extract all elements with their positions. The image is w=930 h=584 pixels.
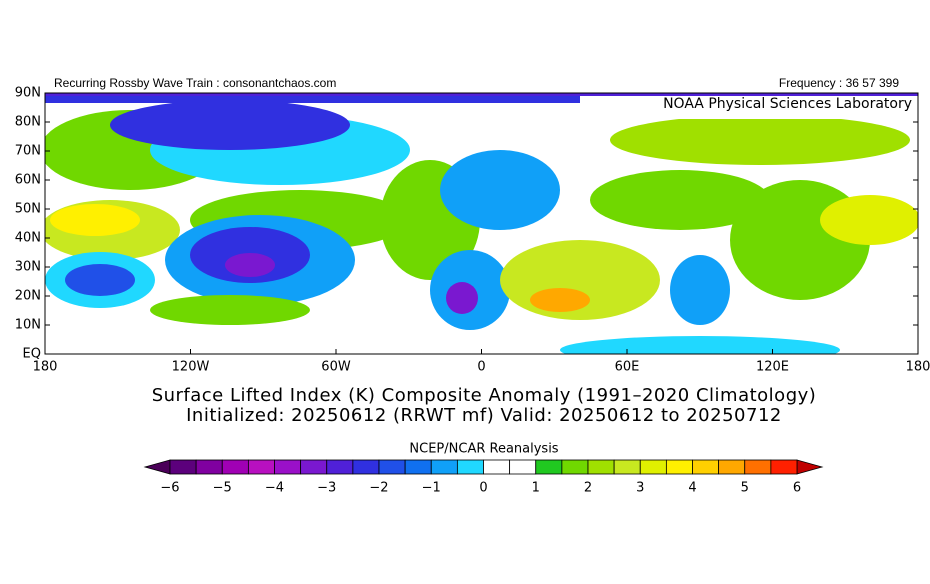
lon-label: 180 — [33, 360, 58, 375]
lon-label: 60E — [615, 360, 640, 375]
colorbar-box — [300, 459, 328, 475]
map-field — [45, 93, 918, 354]
lon-label: 120E — [756, 360, 789, 375]
colorbar-source: NCEP/NCAR Reanalysis — [409, 442, 558, 457]
field-blob — [820, 195, 918, 245]
lat-label: 80N — [15, 115, 41, 130]
colorbar-box — [456, 459, 484, 475]
colorbar-box — [274, 459, 302, 475]
colorbar-box — [509, 459, 537, 475]
field-blob — [446, 282, 478, 314]
colorbar-box — [744, 459, 772, 475]
colorbar-label: 1 — [532, 481, 540, 496]
lat-label: 70N — [15, 144, 41, 159]
field-blob — [225, 253, 275, 277]
colorbar-box — [378, 459, 406, 475]
lat-label: 10N — [15, 318, 41, 333]
lat-label: 90N — [15, 86, 41, 101]
colorbar-box — [326, 459, 354, 475]
title-line-1: Surface Lifted Index (K) Composite Anoma… — [152, 385, 817, 406]
colorbar-box — [665, 459, 693, 475]
lab-label: NOAA Physical Sciences Laboratory — [663, 96, 912, 112]
lat-label: EQ — [23, 347, 41, 362]
lat-label: 30N — [15, 260, 41, 275]
colorbar-box — [535, 459, 563, 475]
colorbar: −6 −5 −4 −3 −2 −1 0 1 2 3 4 5 6 — [143, 459, 824, 496]
colorbar-label: 2 — [584, 481, 592, 496]
colorbar-box — [352, 459, 380, 475]
title-line-2: Initialized: 20250612 (RRWT mf) Valid: 2… — [186, 405, 782, 426]
field-blob — [45, 93, 918, 96]
lon-label: 120W — [172, 360, 210, 375]
field-blob — [110, 100, 350, 150]
colorbar-box — [483, 459, 511, 475]
field-blob — [560, 336, 840, 354]
lon-label: 0 — [477, 360, 485, 375]
colorbar-label: 4 — [688, 481, 696, 496]
header-right: Frequency : 36 57 399 — [779, 76, 899, 90]
colorbar-label: −2 — [369, 481, 388, 496]
field-blob — [45, 93, 918, 103]
colorbar-label: −1 — [422, 481, 441, 496]
colorbar-box — [195, 459, 223, 475]
lat-label: 40N — [15, 231, 41, 246]
colorbar-label: −3 — [317, 481, 336, 496]
colorbar-box — [613, 459, 641, 475]
colorbar-box — [430, 459, 458, 475]
field-blob — [50, 204, 140, 236]
field-blob — [65, 264, 135, 296]
colorbar-box — [587, 459, 615, 475]
lon-label: 60W — [321, 360, 351, 375]
lat-label: 20N — [15, 289, 41, 304]
field-blob — [670, 255, 730, 325]
colorbar-label: 5 — [741, 481, 749, 496]
colorbar-low-arrow — [143, 459, 171, 475]
colorbar-label: −5 — [213, 481, 232, 496]
colorbar-box — [404, 459, 432, 475]
lon-label: 180 — [906, 360, 930, 375]
colorbar-box — [561, 459, 589, 475]
field-blob — [150, 295, 310, 325]
colorbar-label: −6 — [160, 481, 179, 496]
colorbar-box — [247, 459, 275, 475]
field-blob — [590, 170, 770, 230]
colorbar-high-arrow — [796, 459, 824, 475]
lat-label: 50N — [15, 202, 41, 217]
field-blob — [610, 115, 910, 165]
colorbar-box — [639, 459, 667, 475]
label-box — [580, 93, 918, 119]
colorbar-box — [770, 459, 798, 475]
colorbar-box — [692, 459, 720, 475]
colorbar-label: 6 — [793, 481, 801, 496]
lat-label: 60N — [15, 173, 41, 188]
colorbar-label: 3 — [636, 481, 644, 496]
colorbar-box — [169, 459, 197, 475]
field-blob — [440, 150, 560, 230]
colorbar-label: 0 — [479, 481, 487, 496]
colorbar-label: −4 — [265, 481, 284, 496]
header-left: Recurring Rossby Wave Train : consonantc… — [54, 76, 336, 90]
field-blob — [530, 288, 590, 312]
colorbar-box — [718, 459, 746, 475]
colorbar-box — [221, 459, 249, 475]
